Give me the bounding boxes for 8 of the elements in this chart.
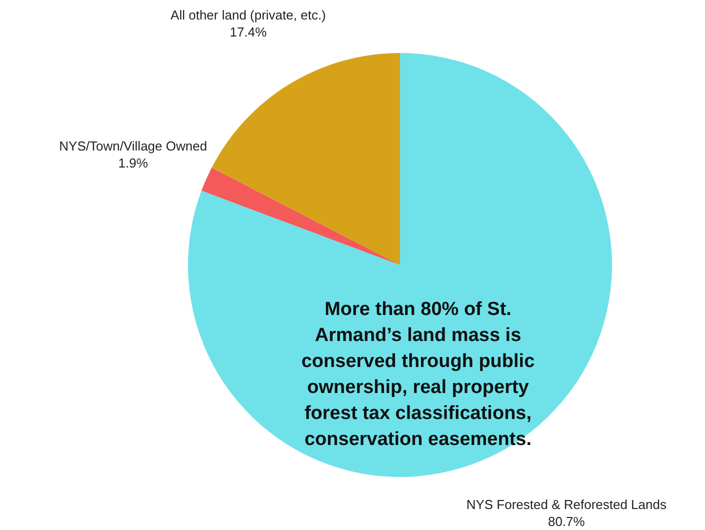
data-label: 17.4%: [230, 24, 268, 40]
data-label: 80.7%: [548, 514, 586, 529]
slice-label: NYS Forested & Reforested Lands: [466, 496, 667, 512]
pie-slice: [201, 168, 400, 265]
pie-slice: [212, 53, 400, 265]
data-label: 1.9%: [118, 156, 148, 171]
slice-label: All other land (private, etc.): [170, 8, 326, 23]
slice-label: NYS/Town/Village Owned: [59, 138, 208, 154]
